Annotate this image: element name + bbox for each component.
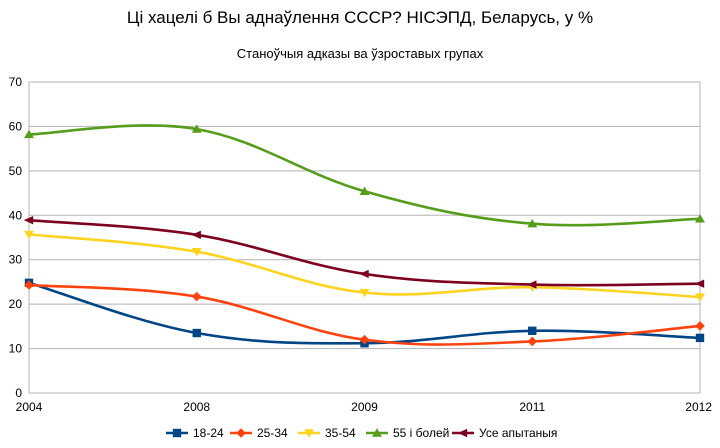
x-tick-label: 2011 (519, 400, 545, 414)
data-point (24, 129, 34, 139)
x-tick-label: 2012 (685, 400, 712, 414)
chart-subtitle: Станоўчыя адказы ва ўзроставых групах (236, 46, 484, 61)
y-tick-label: 0 (15, 386, 22, 400)
y-tick-label: 60 (9, 119, 23, 133)
legend-swatch-marker (457, 428, 468, 438)
legend-swatch-marker (304, 429, 314, 438)
data-point (24, 230, 34, 240)
series-line (28, 124, 701, 227)
x-tick-label: 2009 (351, 400, 378, 414)
x-axis-ticks: 2004 2008 2009 2011 2012 (16, 400, 713, 414)
y-tick-label: 20 (9, 297, 23, 311)
data-point (359, 288, 370, 298)
legend-label: 35-54 (325, 426, 356, 440)
data-point (695, 321, 705, 331)
legend: 18-24 25-34 35-54 55 і болей Усе апытаныя (166, 426, 557, 440)
series-line (28, 233, 701, 299)
data-point (191, 124, 202, 133)
y-tick-label: 30 (9, 253, 23, 267)
data-point (192, 328, 201, 338)
x-tick-label: 2004 (16, 400, 43, 414)
data-point (359, 334, 370, 345)
legend-label: 18-24 (193, 426, 224, 440)
series-25-34 (24, 280, 705, 347)
legend-label: 25-34 (257, 426, 288, 440)
data-point (527, 280, 537, 289)
series-усе-апытаныя (23, 215, 705, 289)
data-point (191, 248, 202, 257)
series-55-і-болей (24, 124, 705, 228)
data-point (23, 215, 34, 225)
series-group (23, 124, 705, 348)
y-tick-label: 10 (9, 342, 23, 356)
x-tick-label: 2008 (183, 400, 210, 414)
legend-swatch-marker (372, 428, 382, 437)
grid (28, 81, 701, 394)
data-point (695, 214, 705, 223)
legend-swatch-marker (172, 428, 182, 438)
data-point (527, 336, 538, 347)
legend-item: 35-54 (298, 426, 356, 440)
y-tick-label: 40 (9, 208, 23, 222)
legend-item: Усе апытаныя (452, 426, 557, 440)
y-tick-label: 50 (9, 164, 23, 178)
data-point (695, 333, 705, 343)
series-35-54 (24, 230, 705, 302)
data-point (359, 269, 369, 279)
y-axis-ticks: 0 10 20 30 40 50 60 70 (9, 75, 23, 400)
data-point (694, 279, 705, 288)
legend-item: 25-34 (230, 426, 288, 440)
legend-item: 18-24 (166, 426, 224, 440)
data-point (528, 326, 537, 335)
data-point (191, 291, 202, 302)
chart-title: Ці хацелі б Вы аднаўлення СССР? НІСЭПД, … (126, 8, 594, 27)
legend-label: 55 і болей (393, 426, 449, 440)
data-point (695, 293, 705, 302)
legend-swatch-marker (236, 428, 246, 438)
data-point (24, 280, 34, 290)
data-point (359, 186, 370, 195)
legend-item: 55 і болей (366, 426, 449, 440)
data-point (191, 230, 201, 240)
legend-label: Усе апытаныя (479, 426, 557, 440)
y-tick-label: 70 (9, 75, 23, 89)
data-point (527, 219, 538, 228)
